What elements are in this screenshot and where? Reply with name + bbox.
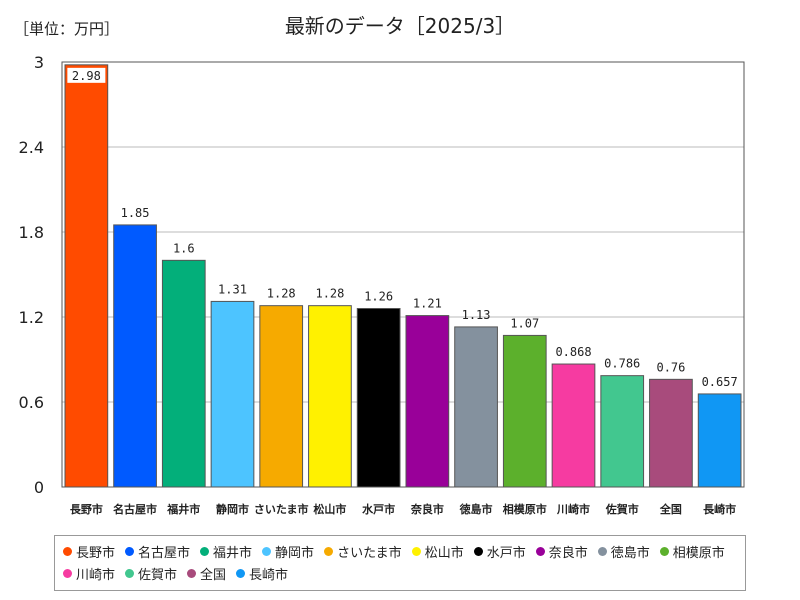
x-tick-label: 水戸市 <box>362 502 395 516</box>
bar <box>161 259 206 488</box>
legend-label: 福井市 <box>213 545 253 561</box>
y-tick-label: 1.8 <box>19 223 44 242</box>
legend-item: 福井市 <box>200 540 252 562</box>
legend-item: 川崎市 <box>63 562 115 584</box>
legend-label: 静岡市 <box>275 545 315 561</box>
x-tick-label: 長崎市 <box>703 502 736 516</box>
legend-item: 静岡市 <box>262 540 314 562</box>
legend-swatch <box>473 546 483 556</box>
value-label: 0.657 <box>702 375 738 389</box>
value-label: 1.85 <box>121 206 150 220</box>
legend-item: 松山市 <box>411 540 464 562</box>
legend-swatch <box>411 546 421 556</box>
value-label: 1.31 <box>218 282 247 296</box>
x-tick-label: 長野市 <box>70 502 103 516</box>
bar <box>551 363 596 488</box>
legend-swatch <box>597 546 607 556</box>
legend-swatch <box>63 568 72 578</box>
legend-swatch <box>659 546 669 556</box>
value-label: 0.868 <box>555 345 591 359</box>
y-tick-label: 1.2 <box>19 308 44 327</box>
legend-label: 奈良市 <box>548 545 588 561</box>
bar <box>210 300 255 488</box>
legend-item: 徳島市 <box>597 540 650 562</box>
legend-label: 佐賀市 <box>138 567 178 583</box>
plot-frame <box>61 61 745 488</box>
chart-title: 最新のデータ［2025/3］ <box>284 14 516 38</box>
legend-item: さいたま市 <box>324 540 402 562</box>
x-tick-label: 静岡市 <box>216 502 249 516</box>
value-label: 1.28 <box>315 287 344 301</box>
legend-label: 全国 <box>200 567 227 583</box>
legend-label: 相模原市 <box>672 545 725 561</box>
bar <box>64 64 109 488</box>
legend-item: 奈良市 <box>535 540 588 562</box>
y-tick-label: 3 <box>34 53 44 72</box>
bar <box>356 308 401 488</box>
legend-item: 水戸市 <box>473 540 526 562</box>
value-label: 1.28 <box>267 287 296 301</box>
legend-item: 長野市 <box>63 540 115 562</box>
value-label: 1.13 <box>462 308 491 322</box>
legend-swatch <box>262 546 272 556</box>
x-tick-label: 奈良市 <box>410 502 444 516</box>
x-tick-label: 名古屋市 <box>113 502 157 516</box>
value-label-bg <box>67 67 106 83</box>
legend-swatch <box>125 546 135 556</box>
legend-swatch <box>125 568 135 578</box>
bar <box>113 224 157 488</box>
legend-label: 松山市 <box>424 545 464 561</box>
y-tick-label: 0 <box>34 478 44 497</box>
bar <box>405 315 450 488</box>
legend-item: 全国 <box>187 562 226 584</box>
bar <box>259 305 304 488</box>
legend-item: 名古屋市 <box>125 540 190 562</box>
x-tick-label: さいたま市 <box>254 502 309 516</box>
value-label: 0.786 <box>604 357 640 371</box>
x-tick-label: 徳島市 <box>459 502 493 516</box>
legend-swatch <box>200 546 210 556</box>
bar <box>502 334 547 488</box>
bar <box>308 305 352 488</box>
x-tick-label: 松山市 <box>313 502 346 516</box>
bar <box>600 375 645 488</box>
value-label: 1.6 <box>173 241 195 255</box>
value-label: 2.98 <box>72 69 101 83</box>
legend-swatch <box>324 546 334 556</box>
legend-label: 名古屋市 <box>138 545 191 561</box>
legend-swatch <box>535 546 545 556</box>
value-label: 1.26 <box>364 290 393 304</box>
bar <box>697 393 742 488</box>
x-tick-label: 川崎市 <box>556 502 590 516</box>
y-tick-label: 2.4 <box>19 138 44 157</box>
value-label: 1.21 <box>413 297 442 311</box>
x-tick-label: 福井市 <box>166 502 200 516</box>
bar <box>454 326 498 488</box>
legend-label: 徳島市 <box>610 545 650 561</box>
legend-label: 長崎市 <box>249 567 289 583</box>
y-tick-label: 0.6 <box>19 393 44 412</box>
legend-swatch <box>236 568 246 578</box>
legend-label: 川崎市 <box>76 567 116 583</box>
legend-swatch <box>63 546 72 556</box>
legend-label: 長野市 <box>76 545 116 561</box>
legend-item: 佐賀市 <box>125 562 177 584</box>
legend-label: さいたま市 <box>337 545 402 561</box>
value-label: 0.76 <box>656 360 685 374</box>
x-tick-label: 佐賀市 <box>605 502 639 516</box>
legend-label: 水戸市 <box>486 545 526 561</box>
legend-item: 長崎市 <box>236 562 288 584</box>
bar-chart: 0 0.6 1.2 1.8 2.4 3 2.98 長野市 1.85 名古屋市 1.6 福井市 1.31 静… <box>19 53 745 516</box>
x-tick-label: 全国 <box>659 502 682 516</box>
legend-item: 相模原市 <box>659 540 725 562</box>
legend-swatch <box>187 568 197 578</box>
bar <box>649 378 693 488</box>
unit-label: ［単位：万円］ <box>14 20 120 38</box>
value-label: 1.07 <box>510 316 539 330</box>
chart-legend: 長野市 名古屋市 福井市 静岡市 さいたま市 松山市 水戸市 奈良市 徳島市 相模原市川崎市 佐賀市… <box>54 535 746 591</box>
x-tick-label: 相模原市 <box>503 502 547 516</box>
